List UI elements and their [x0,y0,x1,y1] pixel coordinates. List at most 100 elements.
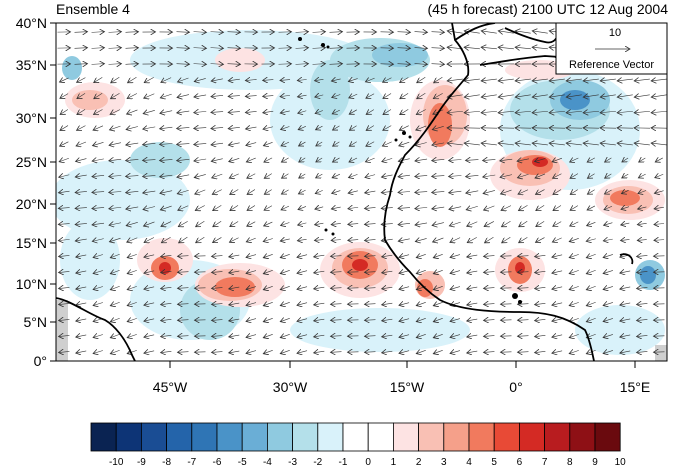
wind-vector [518,190,529,194]
wind-vector [415,207,428,208]
wind-vector [75,208,87,209]
wind-vector [535,351,546,352]
wind-vector [415,238,427,241]
wind-vector [298,206,307,209]
wind-vector [263,96,274,97]
wind-vector [93,126,104,130]
wind-vector [603,302,613,305]
wind-vector [484,320,495,321]
wind-vector [586,286,596,289]
wind-vector [638,207,647,209]
wind-vector [109,207,122,209]
colorbar-box [418,422,445,452]
wind-vector [246,158,256,162]
wind-vector [552,271,563,273]
wind-vector [583,111,599,113]
reference-vector-label: Reference Vector [569,59,654,71]
wind-vector [467,221,478,227]
wind-vector [399,142,410,146]
wind-vector [498,111,514,113]
wind-vector [160,111,173,114]
wind-vector [433,318,443,321]
wind-vector [178,336,189,337]
wind-vector [604,223,613,226]
wind-vector [651,79,667,81]
wind-vector [75,223,87,224]
wind-vector [315,190,323,193]
wind-vector [229,303,240,305]
wind-vector [59,303,70,304]
wind-vector [651,143,667,145]
wind-vector [212,256,223,257]
wind-vector [447,143,463,145]
wind-vector [519,237,528,242]
wind-vector [450,237,461,243]
wind-vector [349,110,357,114]
wind-vector [332,94,341,97]
wind-vector [620,303,631,305]
wind-vector [398,159,410,162]
wind-vector [314,271,325,273]
wind-vector [333,126,340,130]
lat-label: 0° [33,353,47,369]
wind-vector [552,238,562,242]
wind-vector [501,205,512,211]
wind-vector [126,222,138,225]
wind-vector [483,159,496,160]
wind-vector [349,126,357,131]
wind-vector [178,272,189,273]
wind-vector [366,142,375,146]
wind-vector [433,93,443,98]
wind-vector [483,175,496,177]
wind-vector [247,206,256,211]
wind-vector [467,237,477,242]
wind-vector [264,190,272,195]
wind-vector [297,335,308,338]
wind-vector [109,175,122,176]
wind-vector [295,32,309,33]
wind-vector [600,111,616,113]
wind-vector [263,80,274,81]
wind-vector [552,158,563,162]
wind-vector [484,272,495,273]
wind-vector [227,64,241,65]
wind-vector [211,112,224,113]
wind-vector [245,96,257,97]
wind-vector [532,143,548,145]
wind-vector [466,160,479,161]
wind-vector [194,95,207,97]
colorbar-label: -7 [187,457,197,468]
wind-vector [281,206,290,210]
colorbar-box [544,422,571,452]
wind-vector [143,127,156,129]
lat-label: 20°N [15,196,47,212]
wind-vector [569,334,579,337]
wind-vector [432,159,445,160]
wind-vector [637,271,648,272]
wind-vector [433,238,444,242]
wind-vector [498,79,514,81]
wind-vector [160,143,173,144]
wind-vector [399,351,410,354]
wind-vector [467,271,478,273]
wind-vector [587,158,595,162]
wind-vector [381,239,393,241]
wind-vector [332,174,341,178]
wind-vector [397,64,411,65]
wind-vector [331,272,342,273]
wind-vector [264,206,273,210]
wind-vector [498,47,514,49]
wind-vector [263,302,273,305]
wind-vector [583,143,599,145]
wind-vector [263,270,273,273]
wind-vector [515,31,531,33]
colorbar-label: -5 [237,457,247,468]
wind-vector [177,175,190,177]
wind-vector [348,224,359,225]
wind-vector [228,112,240,113]
colorbar-label: 3 [441,457,447,468]
lon-label: 45°W [152,379,188,395]
wind-vector [349,94,358,98]
wind-vector [485,236,494,243]
wind-vector [400,93,409,98]
